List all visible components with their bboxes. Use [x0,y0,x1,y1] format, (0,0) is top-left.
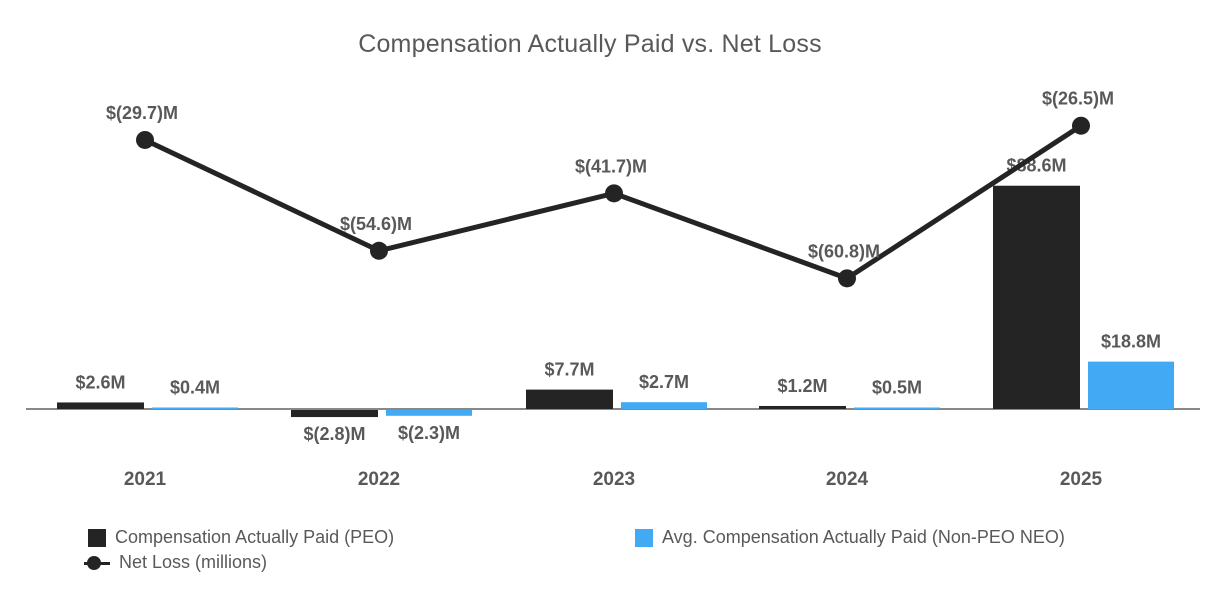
bar-value-label-neo-2024: $0.5M [872,378,922,398]
bar-value-label-neo-2022: $(2.3)M [398,423,460,443]
bar-value-label-neo-2023: $2.7M [639,372,689,392]
bar-neo-2021 [152,407,238,409]
bar-neo-2023 [621,402,707,409]
bar-value-label-peo-2021: $2.6M [75,372,125,392]
bar-neo-2025 [1088,361,1174,409]
bar-value-label-peo-2023: $7.7M [544,360,594,380]
x-axis-label-2022: 2022 [358,469,400,490]
line-value-label-2022: $(54.6)M [340,214,412,234]
line-value-label-2021: $(29.7)M [106,103,178,123]
bar-value-label-neo-2021: $0.4M [170,378,220,398]
bar-peo-2022 [291,410,378,418]
net-loss-point-2025 [1072,116,1090,135]
net-loss-point-2021 [136,130,154,149]
x-axis-label-2024: 2024 [826,469,869,490]
x-axis-label-2021: 2021 [124,469,167,490]
bar-neo-2022 [386,410,472,416]
net-loss-point-2023 [605,184,623,203]
bar-value-label-neo-2025: $18.8M [1101,332,1161,352]
line-value-label-2023: $(41.7)M [575,156,647,176]
bar-neo-2024 [854,407,940,409]
chart-title: Compensation Actually Paid vs. Net Loss [358,30,822,58]
x-axis-label-2023: 2023 [593,469,635,490]
bar-value-label-peo-2024: $1.2M [777,376,827,396]
line-value-label-2024: $(60.8)M [808,241,880,261]
net-loss-point-2022 [370,241,388,260]
line-value-label-2025: $(26.5)M [1042,89,1114,109]
bar-peo-2023 [526,389,613,409]
bar-value-label-peo-2025: $88.6M [1006,156,1066,176]
bar-value-label-peo-2022: $(2.8)M [303,424,365,444]
x-axis-label-2025: 2025 [1060,469,1103,490]
bar-peo-2021 [57,402,144,409]
bar-peo-2024 [759,405,846,409]
net-loss-point-2024 [838,269,856,288]
bar-peo-2025 [993,185,1080,409]
